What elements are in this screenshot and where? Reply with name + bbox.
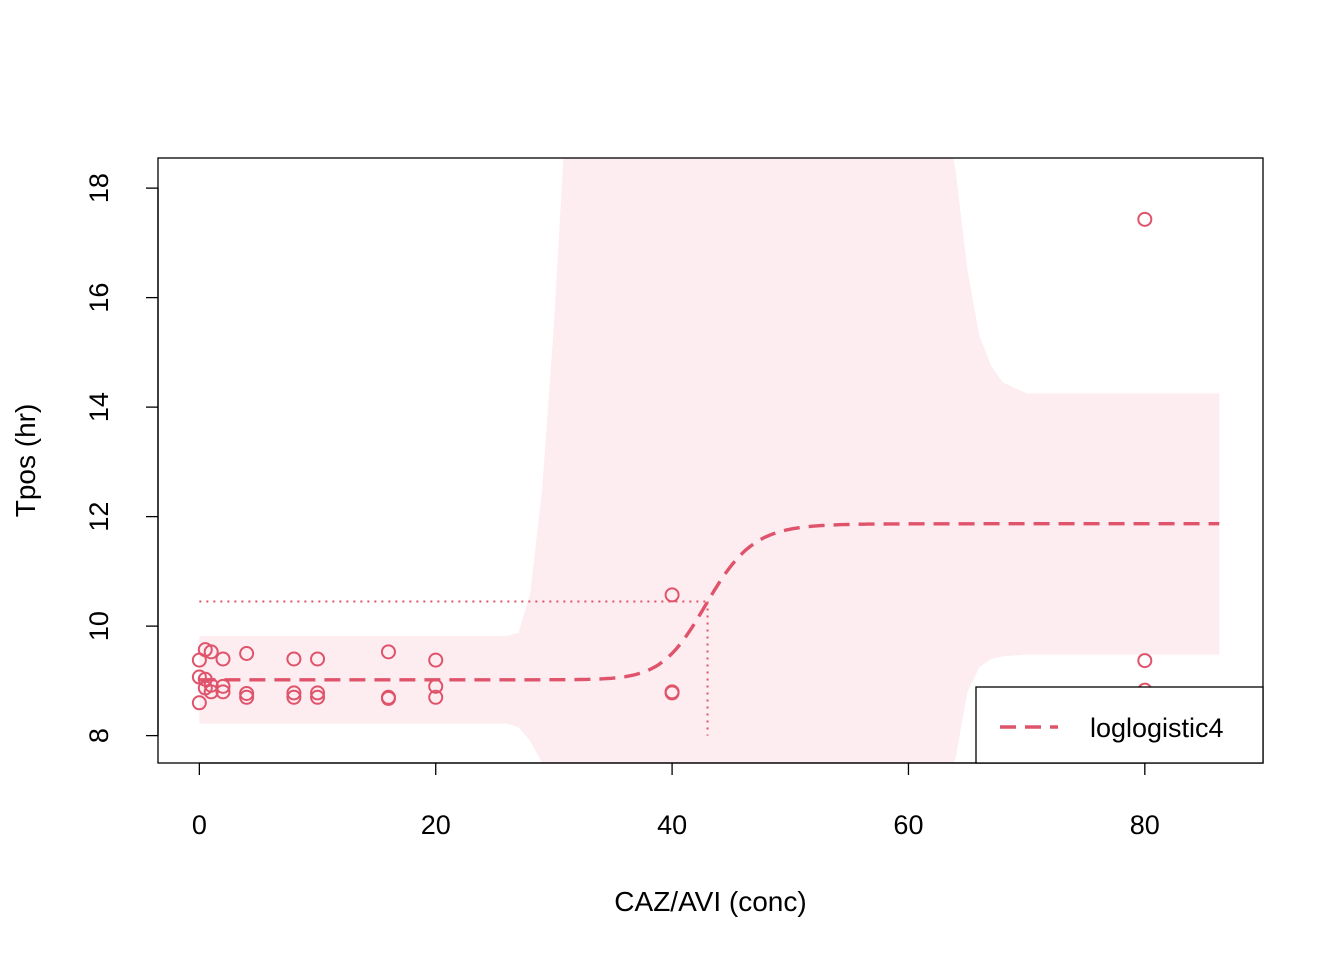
data-point (286, 689, 302, 705)
x-tick-label: 80 (1130, 810, 1160, 840)
data-point (380, 644, 396, 660)
x-tick-label: 0 (192, 810, 207, 840)
fit-curve (199, 522, 1220, 682)
x-tick-label: 60 (893, 810, 923, 840)
data-point (239, 689, 255, 705)
y-tick-label: 18 (84, 173, 114, 203)
data-point (191, 695, 207, 711)
data-point (215, 678, 231, 694)
data-point (286, 685, 302, 701)
data-point (310, 651, 326, 667)
y-axis-title: Tpos (hr) (10, 404, 41, 518)
data-point (215, 651, 231, 667)
data-point (203, 677, 219, 693)
y-tick-label: 10 (84, 611, 114, 641)
data-point (380, 690, 396, 706)
data-point (310, 685, 326, 701)
x-axis: 0 20 40 60 80 (192, 762, 1160, 840)
legend-box (975, 686, 1264, 764)
data-point (203, 644, 219, 660)
y-axis: 8 10 12 14 16 18 (84, 173, 159, 743)
data-point (664, 587, 680, 603)
data-point (664, 685, 680, 701)
legend-label: loglogistic4 (1090, 713, 1224, 743)
data-point (428, 678, 444, 694)
data-point (1137, 211, 1153, 227)
x-tick-label: 40 (657, 810, 687, 840)
x-tick-label: 20 (421, 810, 451, 840)
data-point (1137, 653, 1153, 669)
data-point (239, 685, 255, 701)
y-tick-label: 12 (84, 502, 114, 532)
data-point (286, 651, 302, 667)
data-point (428, 652, 444, 668)
x-axis-title: CAZ/AVI (conc) (614, 886, 806, 917)
data-point (239, 645, 255, 661)
legend: loglogistic4 (975, 686, 1264, 764)
data-point (428, 689, 444, 705)
confidence-band (199, 158, 1220, 763)
data-point (215, 684, 231, 700)
data-point (310, 689, 326, 705)
y-tick-label: 16 (84, 283, 114, 313)
y-tick-label: 14 (84, 392, 114, 422)
data-point (203, 684, 219, 700)
y-tick-label: 8 (84, 728, 114, 743)
